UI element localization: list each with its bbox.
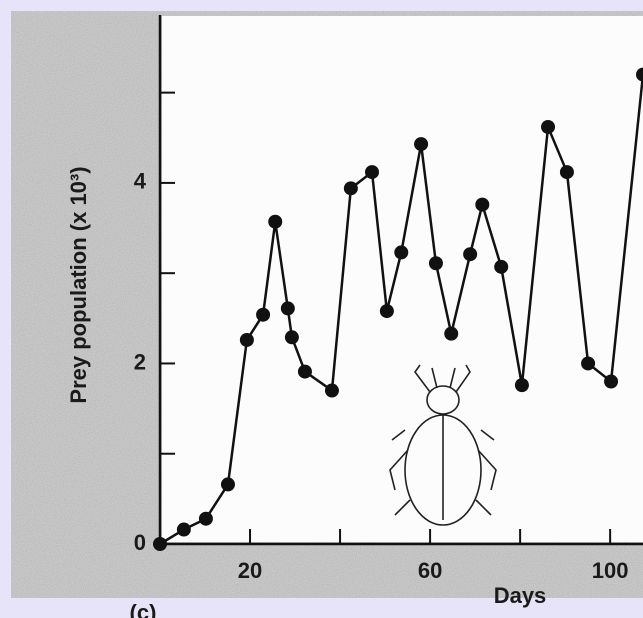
data-point [559,165,574,180]
plot-area [162,16,643,542]
data-point [636,67,643,82]
x-tick-label: 100 [592,558,629,583]
data-point [394,245,409,260]
beetle-drawing [389,364,497,526]
data-point [463,247,478,262]
data-point [220,477,235,492]
data-point [297,364,312,379]
x-tick-label: 20 [238,558,262,583]
data-point [256,307,271,322]
data-point [604,374,619,389]
data-point [284,330,299,345]
data-point [494,259,509,274]
y-axis-label: Prey population (x 10³) [66,166,91,403]
x-axis-label: Days [494,583,547,608]
data-point [153,537,167,551]
data-point [414,137,429,152]
data-point [198,511,213,526]
data-point [365,165,380,180]
data-point [343,181,358,196]
y-tick-label: 4 [134,169,147,194]
data-point [268,214,283,229]
data-point [280,301,295,316]
data-point [444,326,459,341]
data-point [514,378,529,393]
panel-label: (c) [130,600,157,618]
data-point [379,304,394,319]
data-point [541,119,556,134]
data-point [581,356,596,371]
y-tick-label: 0 [134,530,146,555]
y-tick-label: 2 [134,349,146,374]
data-point [324,383,339,398]
data-point [176,522,191,537]
data-point [428,256,443,271]
data-point [475,197,490,212]
x-tick-label: 60 [418,558,442,583]
data-point [239,332,254,347]
